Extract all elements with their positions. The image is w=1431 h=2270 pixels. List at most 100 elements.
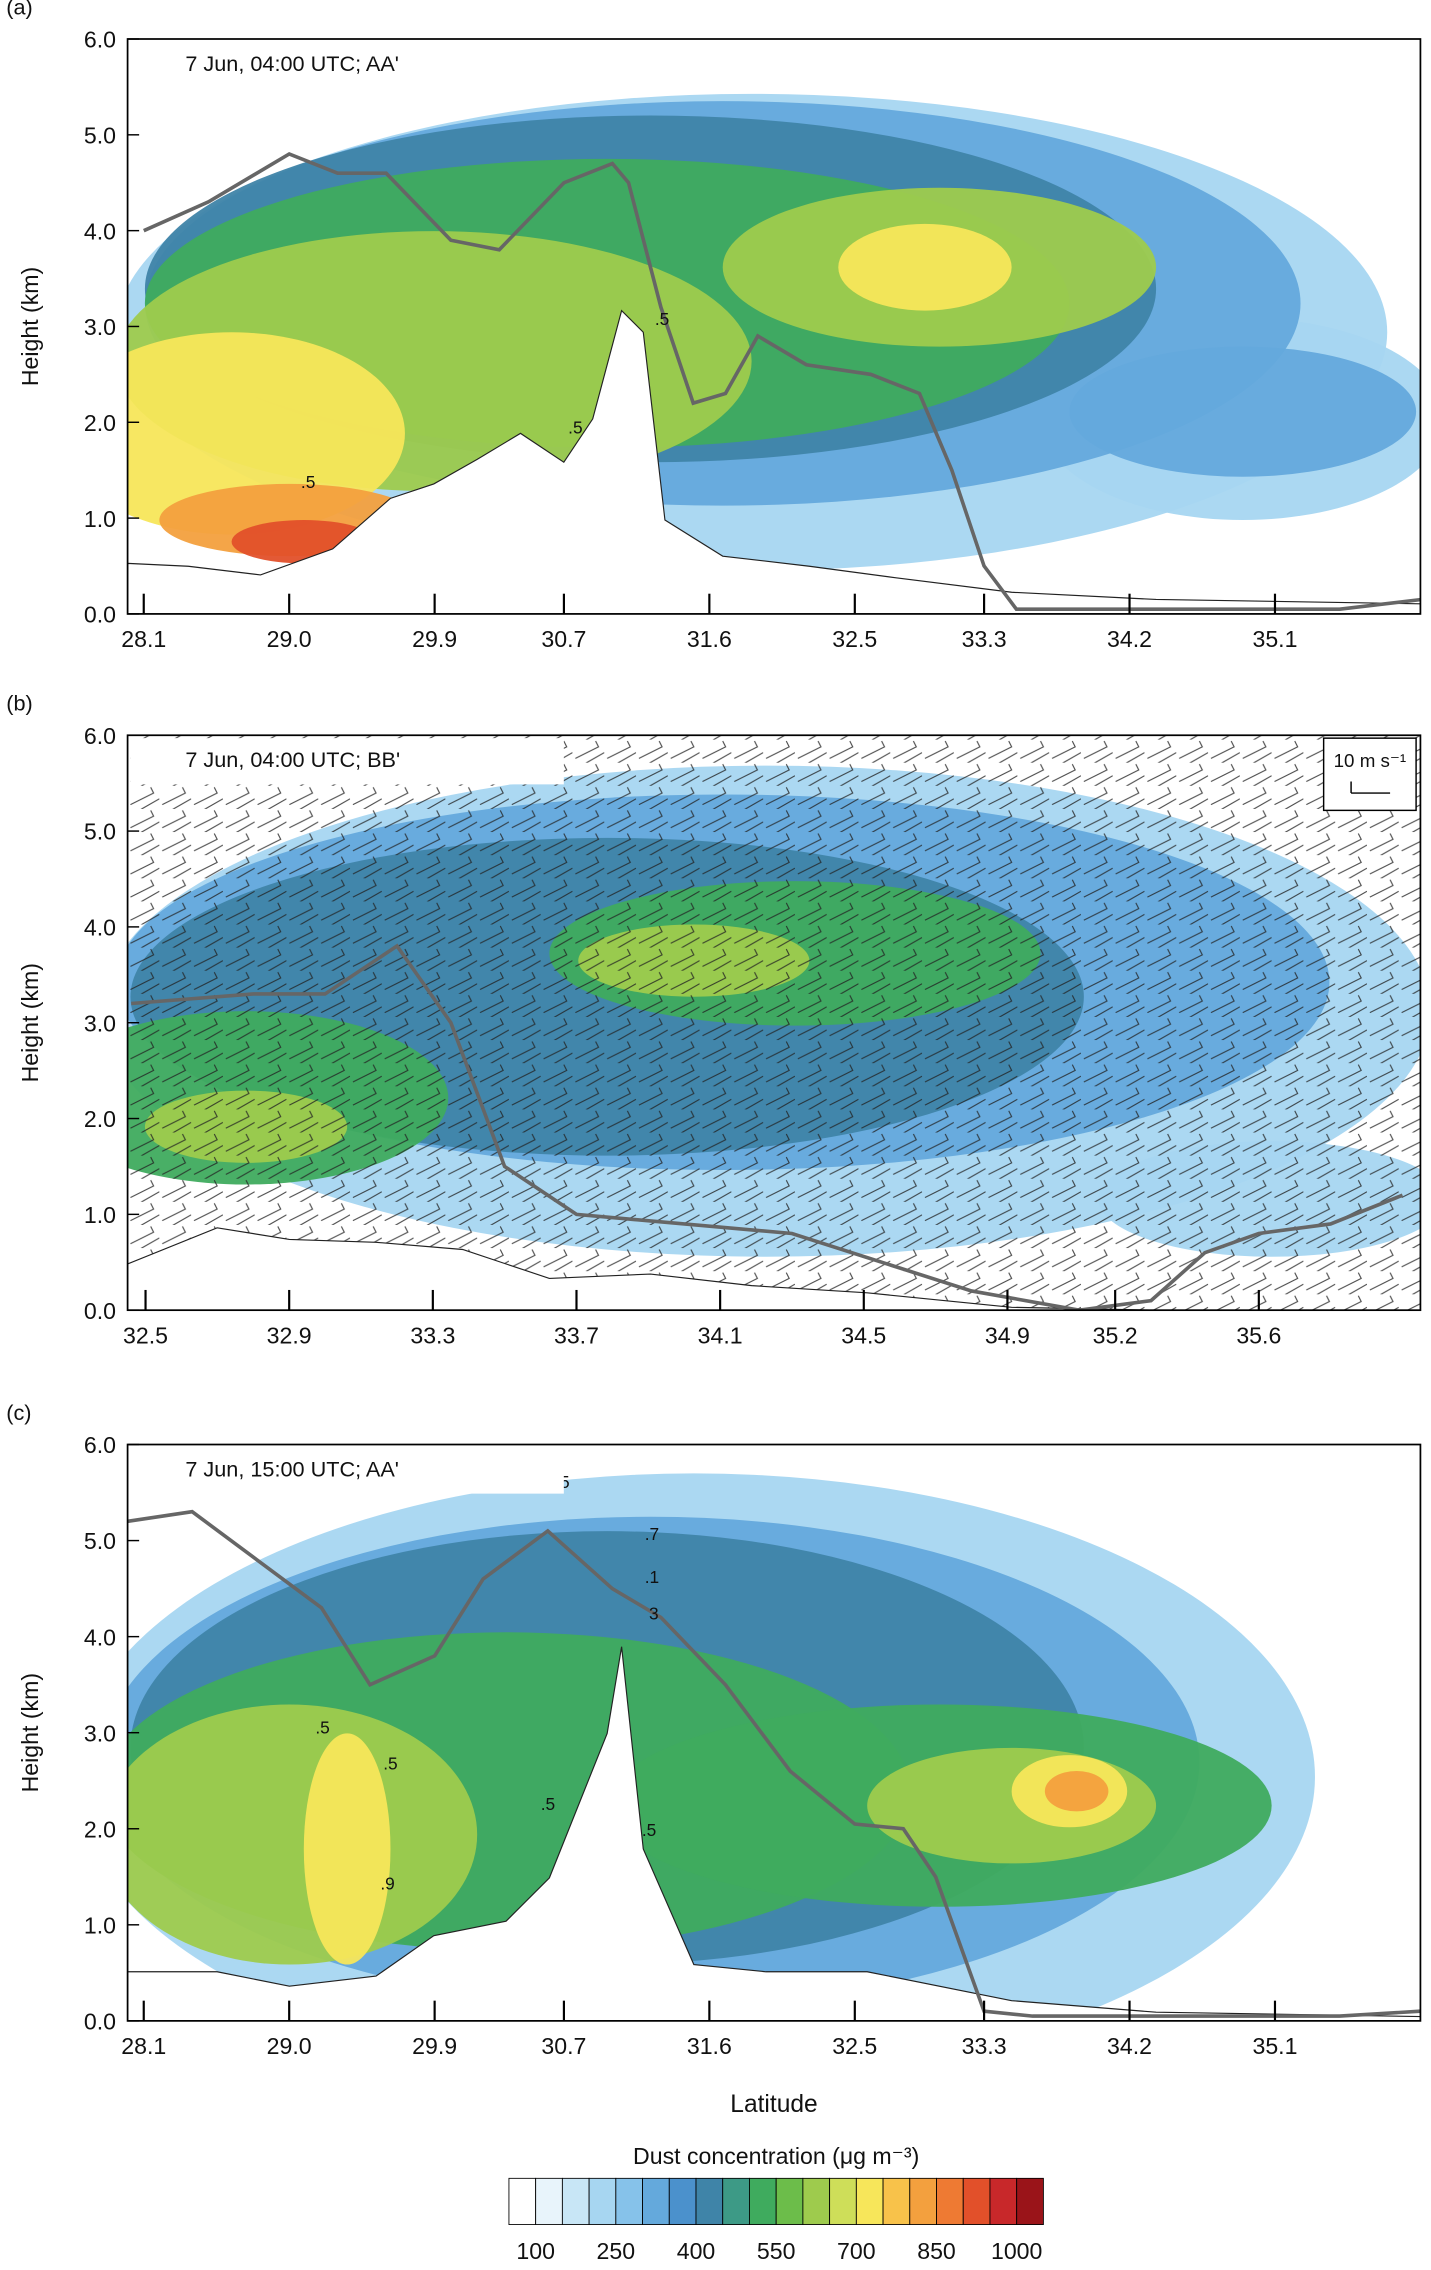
y-tick-label: 2.0	[84, 1816, 116, 1842]
panel: .5 .5 .5 7 Jun, 04:00 UTC; AA' (a) 0.0 1.0 2.0 3…	[6, 0, 1422, 652]
dust-contour	[1044, 1770, 1109, 1812]
y-tick-label: 4.0	[84, 1624, 116, 1650]
x-tick-label: 33.3	[962, 626, 1007, 652]
contour-label: .7	[645, 1524, 659, 1544]
x-tick-label: 35.2	[1093, 1322, 1138, 1348]
x-tick-label: 34.2	[1107, 2033, 1152, 2059]
colorbar-swatch	[775, 2177, 804, 2225]
x-tick-label: 33.3	[962, 2033, 1007, 2059]
dust-contour	[303, 1733, 391, 1965]
x-tick-label: 29.9	[412, 626, 457, 652]
y-tick-label: 2.0	[84, 1106, 116, 1132]
y-tick-label: 0.0	[84, 2009, 116, 2035]
colorbar-swatch	[829, 2177, 857, 2225]
contour-label: .5	[301, 472, 315, 492]
colorbar-swatch	[855, 2177, 884, 2225]
colorbar-tick-label: 850	[917, 2238, 956, 2264]
x-tick-label: 29.0	[267, 2033, 312, 2059]
x-tick-label: 34.1	[698, 1322, 743, 1348]
dust-field	[127, 735, 1421, 1311]
x-tick-label: 31.6	[687, 2033, 732, 2059]
y-tick-label: 0.0	[84, 602, 116, 628]
wind-key-barb	[1350, 781, 1391, 794]
x-tick-label: 35.1	[1252, 2033, 1297, 2059]
y-tick-label: 1.0	[84, 1912, 116, 1938]
colorbar-swatch	[962, 2177, 991, 2225]
x-tick-label: 31.6	[687, 626, 732, 652]
colorbar-swatch	[668, 2177, 697, 2225]
contour-label: .5	[642, 1820, 656, 1840]
y-axis-label: Height (km)	[17, 267, 43, 386]
colorbar-swatch	[722, 2177, 750, 2225]
boundary-layer-line	[143, 151, 1421, 611]
colorbar-tick-label: 700	[837, 2238, 876, 2264]
annotation-box	[130, 41, 564, 89]
boundary-layer-line	[131, 943, 1404, 1311]
colorbar-swatch	[749, 2177, 777, 2225]
dust-field	[127, 93, 1421, 614]
x-tick-label: 32.5	[832, 626, 877, 652]
annotation: 7 Jun, 04:00 UTC; BB'	[185, 747, 400, 772]
contour-label: .5	[315, 1717, 329, 1737]
colorbar-swatch	[936, 2177, 964, 2225]
colorbar-swatch	[989, 2177, 1018, 2225]
y-tick-label: 0.0	[84, 1298, 116, 1324]
y-axis-label: Height (km)	[17, 963, 43, 1082]
y-tick-label: 2.0	[84, 410, 116, 436]
y-tick-label: 3.0	[84, 1720, 116, 1746]
x-tick-label: 28.1	[121, 626, 166, 652]
x-tick-label: 34.5	[841, 1322, 886, 1348]
x-tick-label: 32.5	[123, 1322, 168, 1348]
y-tick-label: 4.0	[84, 915, 116, 941]
contour-label: 3	[649, 1603, 659, 1623]
y-tick-label: 5.0	[84, 122, 116, 148]
y-tick-label: 5.0	[84, 1528, 116, 1554]
colorbar-swatch	[615, 2177, 643, 2225]
contour-label: .5	[383, 1754, 397, 1774]
colorbar-tick-label: 250	[597, 2238, 636, 2264]
x-tick-label: 34.9	[985, 1322, 1030, 1348]
annotation-box	[130, 738, 564, 785]
colorbar-swatch	[909, 2177, 937, 2225]
contour-label: .9	[380, 1873, 394, 1893]
x-tick-label: 33.3	[410, 1322, 455, 1348]
dust-contour	[127, 332, 405, 535]
y-tick-label: 4.0	[84, 218, 116, 244]
x-tick-label: 28.1	[121, 2033, 166, 2059]
x-tick-label: 29.0	[267, 626, 312, 652]
dust-contour	[127, 1704, 478, 1965]
colorbar-swatch	[561, 2177, 590, 2225]
colorbar-swatch	[588, 2177, 617, 2225]
colorbar-swatch	[1016, 2177, 1044, 2225]
contour-label: .5	[541, 1794, 555, 1814]
colorbar-swatch	[882, 2177, 911, 2225]
terrain	[127, 309, 1421, 614]
wind-key-box	[1322, 737, 1417, 812]
dust-contour	[838, 223, 1012, 311]
terrain	[127, 1646, 1421, 2021]
colorbar-swatch	[535, 2177, 563, 2225]
x-tick-label: 35.6	[1236, 1322, 1281, 1348]
panel: .5.5.5.5.5.9.7.137 Jun, 15:00 UTC; AA'(c…	[6, 1400, 1422, 2118]
y-tick-label: 6.0	[84, 723, 116, 749]
x-tick-label: 32.9	[267, 1322, 312, 1348]
x-tick-label: 29.9	[412, 2033, 457, 2059]
x-tick-label: 35.1	[1252, 626, 1297, 652]
colorbar-tick-label: 1000	[991, 2238, 1042, 2264]
y-tick-label: 6.0	[84, 27, 116, 53]
annotation: 7 Jun, 15:00 UTC; AA'	[185, 1456, 399, 1481]
y-axis-label: Height (km)	[17, 1673, 43, 1792]
y-tick-label: 3.0	[84, 314, 116, 340]
annotation: 7 Jun, 04:00 UTC; AA'	[185, 51, 399, 76]
y-tick-label: 5.0	[84, 819, 116, 845]
colorbar: Dust concentration (μg m⁻³) 100 250 400 550 7…	[508, 2143, 1044, 2264]
y-tick-label: 6.0	[84, 1432, 116, 1458]
annotation-box	[130, 1447, 564, 1494]
x-tick-label: 30.7	[541, 2033, 586, 2059]
y-tick-label: 1.0	[84, 1202, 116, 1228]
contour-label: .5	[655, 309, 669, 329]
x-tick-label: 30.7	[541, 626, 586, 652]
terrain	[127, 1227, 1421, 1311]
dust-field	[127, 1473, 1421, 2021]
